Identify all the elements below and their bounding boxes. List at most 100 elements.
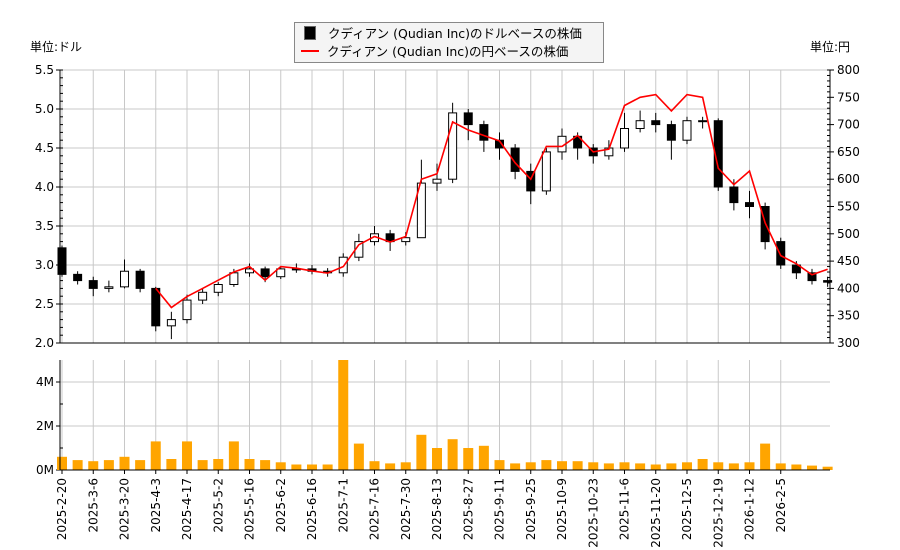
- candle-body: [807, 272, 817, 282]
- volume-bar: [744, 462, 755, 470]
- volume-bar: [72, 460, 83, 470]
- volume-bar: [385, 463, 396, 470]
- volume-tick-label: 4M: [36, 375, 54, 389]
- candle-body: [182, 299, 192, 321]
- volume-bar: [228, 441, 239, 470]
- right-y-tick-label: 350: [837, 309, 860, 323]
- right-y-tick-label: 650: [837, 145, 860, 159]
- candle-body: [510, 147, 520, 172]
- volume-bar: [150, 441, 161, 470]
- legend-label-jpy: クディアン (Qudian Inc)の円ベースの株価: [327, 44, 569, 59]
- volume-bar: [416, 434, 427, 470]
- volume-bar: [119, 456, 130, 470]
- volume-bar: [557, 461, 567, 470]
- right-y-tick-label: 700: [837, 118, 860, 132]
- volume-bar: [353, 443, 364, 470]
- right-y-tick-label: 450: [837, 254, 860, 268]
- volume-bar: [213, 459, 224, 470]
- volume-bar: [525, 462, 536, 470]
- volume-bar: [510, 463, 521, 470]
- volume-bar: [447, 439, 458, 470]
- legend-item-usd: クディアン (Qudian Inc)のドルベースの株価: [301, 25, 582, 43]
- volume-bar: [666, 463, 677, 470]
- candle-body: [104, 286, 114, 289]
- x-tick-label: 2025-7-1: [336, 478, 350, 532]
- volume-tick-label: 2M: [36, 419, 54, 433]
- volume-bar: [572, 461, 583, 470]
- volume-bar: [135, 460, 146, 470]
- candle-body: [635, 120, 645, 129]
- volume-bar: [369, 461, 380, 470]
- x-tick-label: 2025-7-30: [399, 478, 413, 540]
- x-tick-label: 2025-3-20: [118, 478, 132, 540]
- candle-body: [213, 284, 223, 293]
- volume-bar: [650, 464, 661, 470]
- candle-body: [776, 241, 786, 266]
- candle-body: [229, 272, 239, 285]
- candle-swatch-icon: [304, 26, 316, 40]
- candle-body: [260, 268, 270, 278]
- x-tick-label: 2025-5-2: [211, 478, 225, 532]
- x-tick-label: 2025-8-13: [430, 478, 444, 540]
- right-y-tick-label: 550: [837, 200, 860, 214]
- candle-body: [541, 151, 551, 192]
- volume-bar: [713, 462, 724, 470]
- x-tick-label: 2025-6-16: [305, 478, 319, 540]
- x-tick-label: 2025-3-6: [86, 478, 100, 532]
- candle-body: [729, 186, 739, 204]
- volume-bar: [619, 462, 630, 470]
- candle-body: [745, 202, 754, 208]
- left-y-tick-label: 3.5: [35, 219, 54, 233]
- candle-body: [432, 178, 442, 184]
- volume-bar: [432, 448, 442, 470]
- candle-body: [401, 237, 411, 243]
- volume-bar: [166, 459, 177, 470]
- x-tick-label: 2025-11-6: [618, 478, 632, 540]
- volume-bar: [322, 464, 333, 470]
- jpy-price-line: [155, 93, 828, 309]
- x-tick-label: 2025-12-5: [680, 478, 694, 540]
- x-tick-label: 2025-5-16: [243, 478, 257, 540]
- legend-item-jpy: クディアン (Qudian Inc)の円ベースの株価: [301, 43, 568, 61]
- candle-body: [151, 287, 161, 327]
- left-axis-unit: 単位:ドル: [30, 40, 83, 54]
- volume-bar: [807, 465, 817, 470]
- candle-body: [479, 124, 489, 141]
- volume-bar: [338, 360, 349, 470]
- volume-bar: [463, 448, 474, 470]
- candle-body: [651, 120, 661, 126]
- left-y-tick-label: 2.5: [35, 297, 54, 311]
- candle-body: [166, 319, 176, 327]
- left-y-tick-label: 2.0: [35, 336, 54, 350]
- x-tick-label: 2026-1-12: [743, 478, 757, 540]
- candle-body: [338, 256, 348, 274]
- right-y-tick-label: 300: [837, 336, 860, 350]
- candle-body: [823, 280, 833, 283]
- candle-body: [463, 112, 473, 126]
- volume-bar: [182, 441, 192, 470]
- left-y-tick-label: 4.0: [35, 180, 54, 194]
- candle-body: [713, 120, 723, 188]
- right-y-tick-label: 500: [837, 227, 860, 241]
- candle-body: [791, 264, 801, 274]
- left-y-tick-label: 5.5: [35, 63, 54, 77]
- volume-bar: [697, 459, 708, 470]
- candle-body: [620, 128, 629, 149]
- candle-body: [135, 270, 145, 289]
- volume-bar: [603, 463, 614, 470]
- volume-bar: [478, 445, 489, 470]
- volume-bar: [244, 459, 255, 470]
- volume-bar: [291, 464, 302, 470]
- x-tick-label: 2025-4-17: [180, 478, 194, 540]
- volume-bar: [103, 460, 114, 470]
- volume-bar: [760, 443, 771, 470]
- x-tick-label: 2025-6-2: [274, 478, 288, 532]
- candle-body: [73, 273, 83, 282]
- candle-body: [416, 182, 426, 239]
- legend-label-usd: クディアン (Qudian Inc)のドルベースの株価: [328, 26, 582, 41]
- volume-bar: [197, 460, 208, 470]
- candle-body: [198, 291, 208, 301]
- x-tick-label: 2025-2-20: [55, 478, 69, 540]
- candle-body: [448, 112, 458, 180]
- left-y-tick-label: 5.0: [35, 102, 54, 116]
